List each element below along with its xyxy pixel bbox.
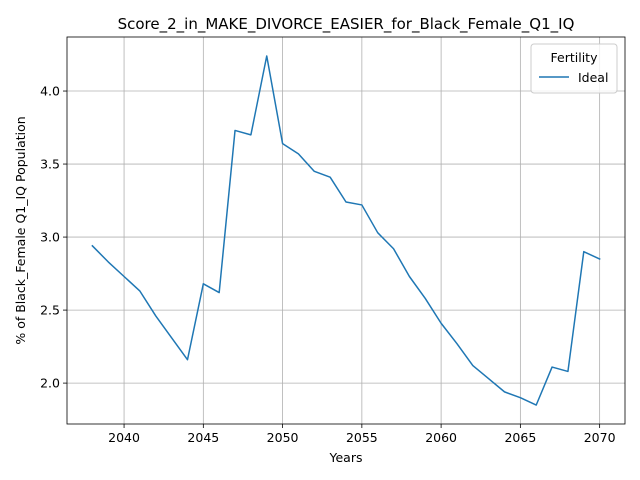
y-tick-label: 3.5 (40, 157, 60, 172)
x-tick-label: 2050 (267, 430, 299, 445)
y-tick-label: 3.0 (40, 230, 60, 245)
grid-lines (67, 37, 625, 424)
plot-area-frame (66, 36, 626, 425)
x-tick-label: 2045 (187, 430, 219, 445)
x-tick-label: 2070 (584, 430, 616, 445)
chart-title: Score_2_in_MAKE_DIVORCE_EASIER_for_Black… (118, 15, 575, 34)
x-axis-label: Years (329, 450, 363, 465)
legend-box (530, 43, 618, 94)
x-tick-label: 2040 (108, 430, 140, 445)
x-tick-label: 2055 (346, 430, 378, 445)
y-axis-label: % of Black_Female Q1_IQ Population (13, 116, 28, 344)
series-lines (91, 55, 601, 406)
x-tick-label: 2060 (425, 430, 457, 445)
axis-ticks: 2040 2045 2050 2055 2060 2065 2070 2.0 2.5 3.0 3.5… (40, 84, 615, 445)
legend-title: Fertility (551, 50, 599, 65)
y-tick-label: 2.0 (40, 376, 60, 391)
x-tick-label: 2065 (504, 430, 536, 445)
y-tick-label: 2.5 (40, 303, 60, 318)
legend: Fertility Ideal (530, 43, 618, 94)
y-tick-label: 4.0 (40, 84, 60, 99)
legend-entry-ideal: Ideal (578, 70, 608, 85)
series-line-ideal (91, 55, 601, 406)
